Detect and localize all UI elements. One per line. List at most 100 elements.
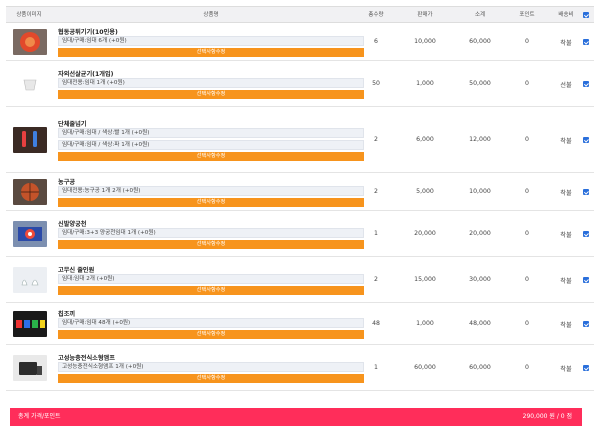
option-line: 임대/구매:임대 6개 (+0원): [58, 36, 364, 46]
color-vests-icon[interactable]: [13, 311, 47, 337]
white-cup-icon[interactable]: [13, 71, 47, 97]
option-line: 임대/구매:임대 / 색상:파 1개 (+0원): [58, 140, 364, 150]
point: 0: [525, 38, 529, 45]
cart-table: 상품이미지 상품명 총수량 판매가 소계 포인트 배송비 협동공튀기기(10인용…: [6, 6, 594, 391]
shipping-method: 착불: [560, 366, 572, 373]
option-line: 임대/구매:3+3 양궁천임대 1개 (+0원): [58, 228, 364, 238]
product-name[interactable]: 고무신 줄인원: [58, 267, 95, 274]
table-row: 단체줄넘기 임대/구매:임대 / 색상:빨 1개 (+0원) 임대/구매:임대 / …: [6, 107, 594, 173]
option-line: 고성능충전식소형앰프 1개 (+0원): [58, 362, 364, 372]
point: 0: [525, 136, 529, 143]
row-checkbox[interactable]: [583, 321, 589, 327]
row-checkbox[interactable]: [583, 81, 589, 87]
point: 0: [525, 320, 529, 327]
unit-price: 1,000: [416, 320, 434, 327]
change-option-button[interactable]: 선택사항수정: [58, 152, 364, 161]
change-option-button[interactable]: 선택사항수정: [58, 330, 364, 339]
row-checkbox[interactable]: [583, 137, 589, 143]
table-row: 자외선살균기(1개입) 임대전용:임대 1개 (+0원) 선택사항수정 50 1,000…: [6, 61, 594, 107]
quantity: 1: [374, 230, 378, 237]
speaker-icon[interactable]: [13, 355, 47, 381]
row-checkbox[interactable]: [583, 189, 589, 195]
unit-price: 5,000: [416, 188, 434, 195]
header-qty: 총수량: [368, 12, 384, 18]
table-row: 신발양궁천 임대/구매:3+3 양궁천임대 1개 (+0원) 선택사항수정 1 20,0…: [6, 211, 594, 257]
point: 0: [525, 276, 529, 283]
header-shipping: 배송비: [558, 12, 574, 18]
option-line: 임대:임대 2개 (+0원): [58, 274, 364, 284]
subtotal: 50,000: [469, 80, 491, 87]
row-checkbox[interactable]: [583, 39, 589, 45]
change-option-button[interactable]: 선택사항수정: [58, 48, 364, 57]
product-name[interactable]: 자외선살균기(1개입): [58, 71, 114, 78]
table-row: 고성능충전식소형앰프 고성능충전식소형앰프 1개 (+0원) 선택사항수정 1 60,0…: [6, 345, 594, 391]
subtotal: 30,000: [469, 276, 491, 283]
quantity: 1: [374, 364, 378, 371]
product-name[interactable]: 협동공튀기기(10인용): [58, 29, 118, 36]
subtotal: 20,000: [469, 230, 491, 237]
unit-price: 20,000: [414, 230, 436, 237]
rubber-shoes-icon[interactable]: [13, 267, 47, 293]
shipping-method: 착불: [560, 190, 572, 197]
shipping-method: 착불: [560, 138, 572, 145]
option-line: 임대전용:농구공 1개 2개 (+0원): [58, 186, 364, 196]
point: 0: [525, 188, 529, 195]
row-checkbox[interactable]: [583, 277, 589, 283]
change-option-button[interactable]: 선택사항수정: [58, 374, 364, 383]
orange-disc-icon[interactable]: [13, 29, 47, 55]
select-all-checkbox[interactable]: [583, 12, 589, 18]
point: 0: [525, 364, 529, 371]
total-label: 총계 가격/포인트: [18, 413, 61, 420]
point: 0: [525, 230, 529, 237]
table-row: 고무신 줄인원 임대:임대 2개 (+0원) 선택사항수정 2 15,000 30,000…: [6, 257, 594, 303]
subtotal: 60,000: [469, 38, 491, 45]
shipping-method: 착불: [560, 232, 572, 239]
subtotal: 48,000: [469, 320, 491, 327]
subtotal: 12,000: [469, 136, 491, 143]
point: 0: [525, 80, 529, 87]
subtotal: 10,000: [469, 188, 491, 195]
option-line: 임대/구매:임대 / 색상:빨 1개 (+0원): [58, 128, 364, 138]
unit-price: 1,000: [416, 80, 434, 87]
table-header: 상품이미지 상품명 총수량 판매가 소계 포인트 배송비: [6, 6, 594, 23]
unit-price: 10,000: [414, 38, 436, 45]
option-line: 임대/구매:임대 48개 (+0원): [58, 318, 364, 328]
unit-price: 60,000: [414, 364, 436, 371]
quantity: 2: [374, 188, 378, 195]
quantity: 6: [374, 38, 378, 45]
header-price: 판매가: [417, 12, 433, 18]
shipping-method: 착불: [560, 278, 572, 285]
header-subtotal: 소계: [474, 12, 486, 18]
row-checkbox[interactable]: [583, 231, 589, 237]
table-row: 농구공 임대전용:농구공 1개 2개 (+0원) 선택사항수정 2 5,000 10,00…: [6, 173, 594, 211]
total-value: 290,000 원 / 0 점: [522, 413, 572, 420]
table-row: 협동공튀기기(10인용) 임대/구매:임대 6개 (+0원) 선택사항수정 6 10,0…: [6, 23, 594, 61]
change-option-button[interactable]: 선택사항수정: [58, 198, 364, 207]
cart-rows: 협동공튀기기(10인용) 임대/구매:임대 6개 (+0원) 선택사항수정 6 10,0…: [6, 23, 594, 391]
change-option-button[interactable]: 선택사항수정: [58, 240, 364, 249]
product-name[interactable]: 칩조끼: [58, 311, 76, 318]
header-image: 상품이미지: [16, 12, 42, 18]
table-row: 칩조끼 임대/구매:임대 48개 (+0원) 선택사항수정 48 1,000 48,000…: [6, 303, 594, 345]
jump-rope-icon[interactable]: [13, 127, 47, 153]
change-option-button[interactable]: 선택사항수정: [58, 90, 364, 99]
product-name[interactable]: 농구공: [58, 179, 76, 186]
quantity: 2: [374, 136, 378, 143]
header-point: 포인트: [519, 12, 535, 18]
change-option-button[interactable]: 선택사항수정: [58, 286, 364, 295]
quantity: 50: [372, 80, 380, 87]
row-checkbox[interactable]: [583, 365, 589, 371]
unit-price: 6,000: [416, 136, 434, 143]
product-name[interactable]: 단체줄넘기: [58, 121, 87, 128]
quantity: 48: [372, 320, 380, 327]
target-mat-icon[interactable]: [13, 221, 47, 247]
shipping-method: 착불: [560, 322, 572, 329]
subtotal: 60,000: [469, 364, 491, 371]
total-bar: 총계 가격/포인트 290,000 원 / 0 점: [10, 408, 582, 426]
shipping-method: 착불: [560, 40, 572, 47]
basketball-icon[interactable]: [13, 179, 47, 205]
product-name[interactable]: 신발양궁천: [58, 221, 87, 228]
header-name: 상품명: [203, 12, 219, 18]
product-name[interactable]: 고성능충전식소형앰프: [58, 355, 115, 362]
option-line: 임대전용:임대 1개 (+0원): [58, 78, 364, 88]
